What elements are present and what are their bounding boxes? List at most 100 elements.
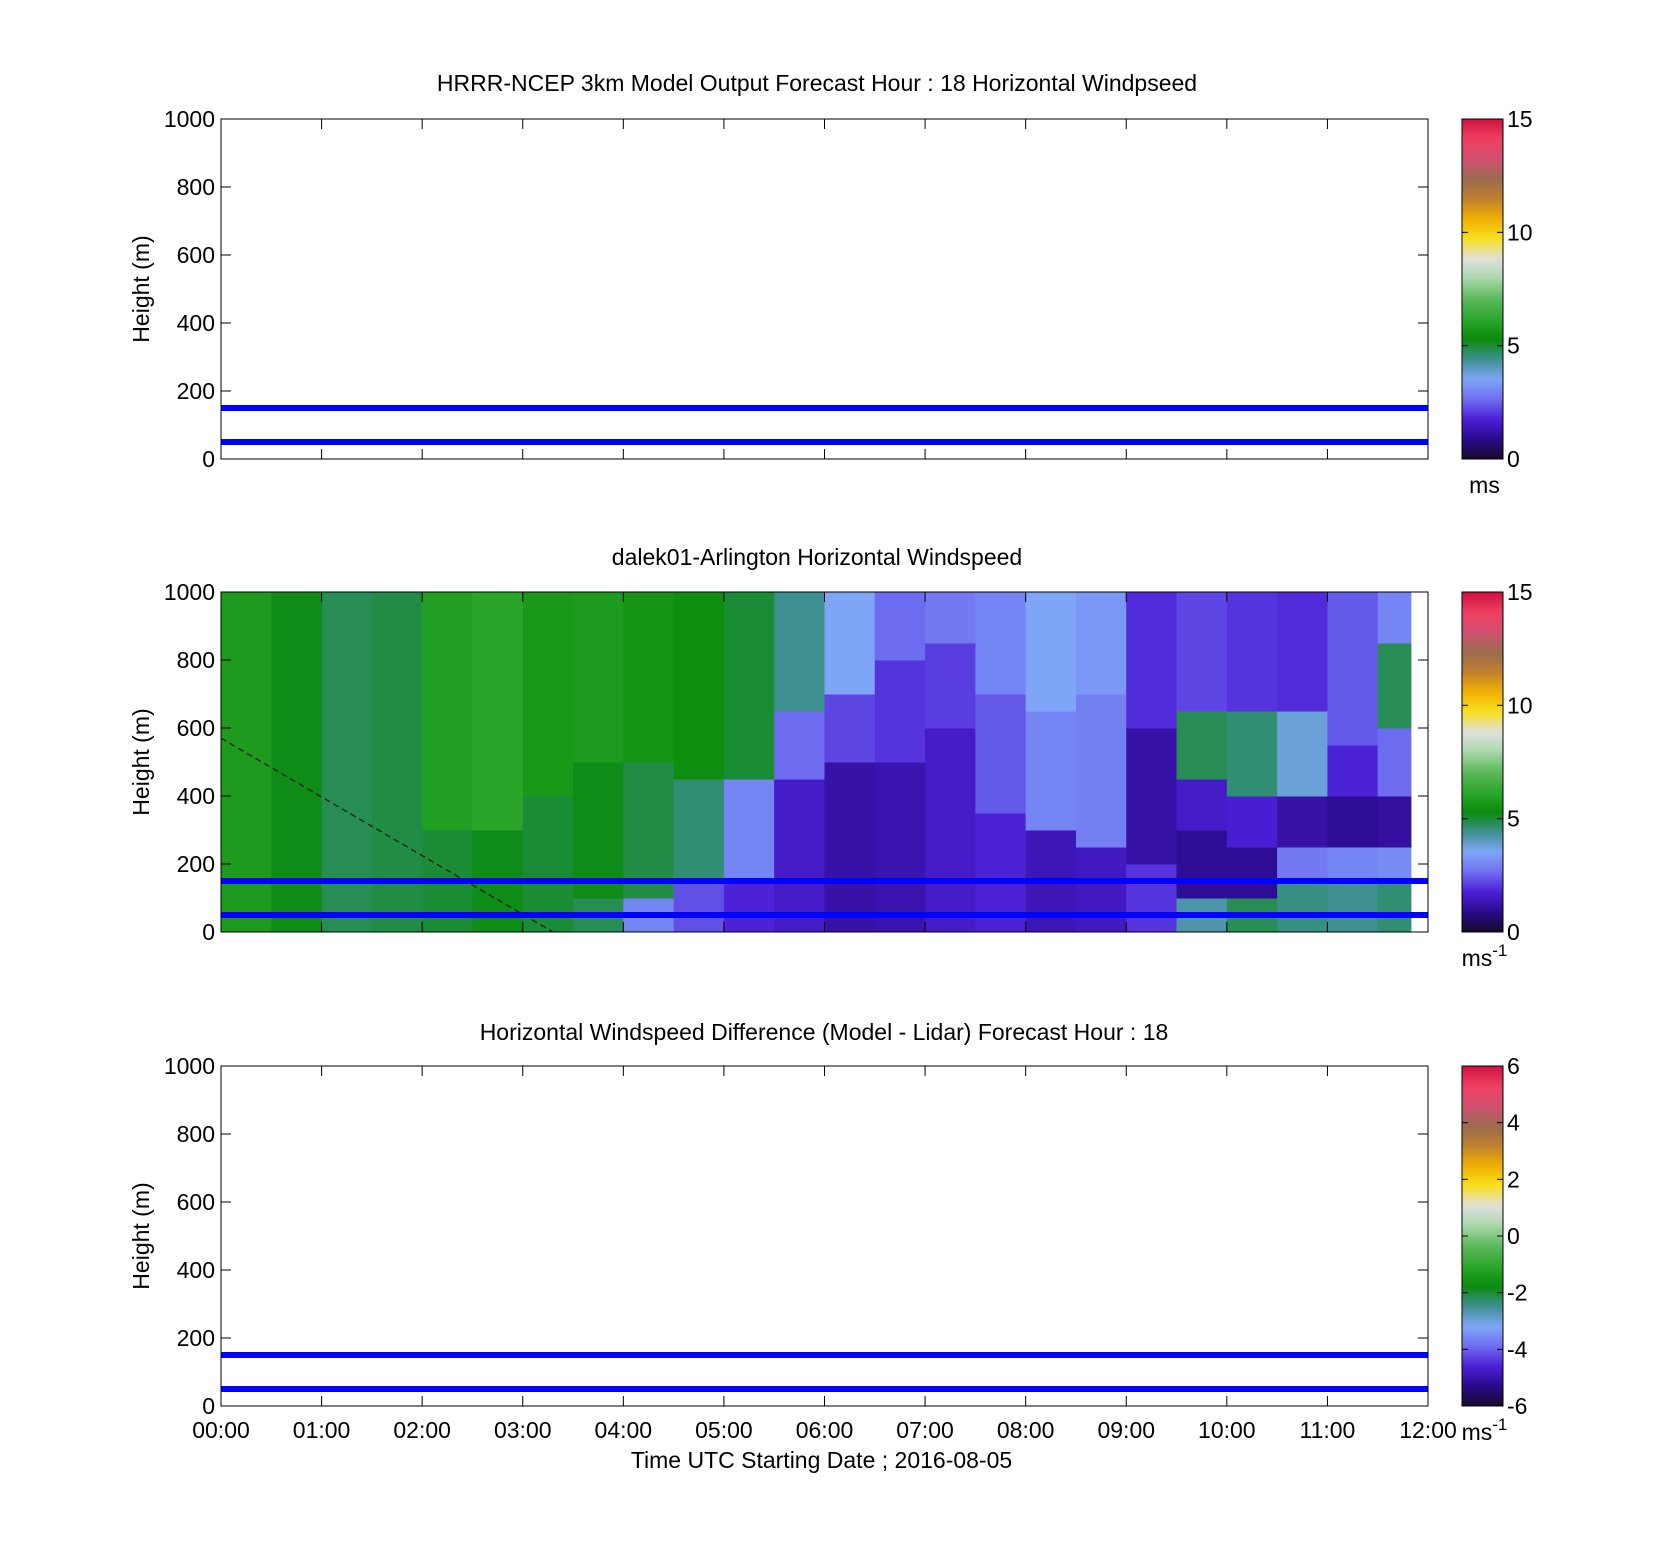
x-tick-label: 00:00 <box>192 1417 250 1443</box>
heat-cell-21-4 <box>1277 592 1328 712</box>
heat-cell-11-2 <box>774 592 825 712</box>
heat-cell-4-1 <box>422 592 473 831</box>
heat-cell-11-0 <box>774 779 825 933</box>
x-tick-label: 06:00 <box>796 1417 854 1443</box>
y-tick-label: 1000 <box>164 1053 215 1079</box>
heat-cell-9-2 <box>673 592 725 780</box>
heat-cell-22-0 <box>1327 881 1379 933</box>
y-tick-label: 600 <box>177 1189 215 1215</box>
heat-cell-10-1 <box>723 779 775 882</box>
heat-cell-23-4 <box>1377 643 1412 729</box>
lidar-colorbar-unit: ms-1 <box>1462 941 1508 971</box>
colorbar-tick-label: -6 <box>1507 1393 1527 1419</box>
lidar-dashed-line <box>220 737 554 933</box>
colorbar-gradient <box>1461 118 1504 460</box>
x-tick-label: 02:00 <box>393 1417 451 1443</box>
heat-cell-19-4 <box>1176 592 1228 712</box>
heat-cell-14-2 <box>925 592 976 644</box>
difference-y-axis-label: Height (m) <box>128 1182 154 1289</box>
colorbar-tick-label: 10 <box>1507 219 1533 245</box>
heat-cell-1-0 <box>271 592 323 933</box>
model-panel: HRRR-NCEP 3km Model Output Forecast Hour… <box>128 70 1533 498</box>
colorbar-tick-label: -4 <box>1507 1336 1528 1362</box>
heat-cell-21-0 <box>1277 881 1328 933</box>
heat-cell-19-1 <box>1176 830 1228 899</box>
heat-cell-15-1 <box>975 694 1027 814</box>
x-tick-label: 09:00 <box>1097 1417 1155 1443</box>
heat-cell-21-1 <box>1277 847 1328 882</box>
lidar-x-ticks <box>220 592 1429 932</box>
heat-cell-23-2 <box>1377 796 1412 848</box>
heat-cell-16-2 <box>1025 592 1077 712</box>
heat-cell-23-3 <box>1377 728 1412 797</box>
heat-cell-8-1 <box>623 762 675 899</box>
colorbar-tick-label: -2 <box>1507 1280 1527 1306</box>
x-tick-label: 10:00 <box>1198 1417 1256 1443</box>
heat-cell-22-3 <box>1327 745 1379 797</box>
y-tick-label: 800 <box>177 1121 215 1147</box>
lidar-panel-title: dalek01-Arlington Horizontal Windspeed <box>612 544 1022 570</box>
heat-cell-15-2 <box>975 592 1027 695</box>
difference-panel-title: Horizontal Windspeed Difference (Model -… <box>480 1019 1169 1045</box>
heat-cell-20-1 <box>1226 847 1278 899</box>
heat-cell-3-0 <box>371 592 423 933</box>
heat-cell-6-1 <box>522 592 574 797</box>
colorbar-tick-label: 10 <box>1507 692 1533 718</box>
y-tick-label: 400 <box>177 1257 215 1283</box>
y-tick-label: 0 <box>202 446 215 472</box>
heat-cell-10-2 <box>723 592 775 780</box>
heat-cell-18-2 <box>1126 592 1178 729</box>
heat-cell-17-1 <box>1075 694 1127 848</box>
heat-cell-12-0 <box>824 762 876 933</box>
lidar-y-axis-label: Height (m) <box>128 708 154 815</box>
colorbar-gradient <box>1461 1065 1504 1407</box>
heat-cell-22-4 <box>1327 592 1379 746</box>
heat-cell-2-0 <box>321 592 373 933</box>
colorbar-tick-label: 15 <box>1507 579 1533 605</box>
model-y-axis-label: Height (m) <box>128 235 154 342</box>
heat-cell-14-0 <box>925 728 976 933</box>
heat-cell-7-2 <box>573 592 624 763</box>
y-tick-label: 200 <box>177 1325 215 1351</box>
heat-cell-11-1 <box>774 711 825 780</box>
x-tick-label: 05:00 <box>695 1417 753 1443</box>
heat-cell-19-3 <box>1176 711 1228 780</box>
y-tick-label: 600 <box>177 242 215 268</box>
heat-cell-23-0 <box>1377 881 1412 933</box>
lidar-heatmap <box>221 592 1412 933</box>
colorbar-tick-label: 5 <box>1507 333 1520 359</box>
y-tick-label: 0 <box>202 919 215 945</box>
model-colorbar-unit: ms <box>1469 472 1500 498</box>
heat-cell-17-2 <box>1075 592 1127 695</box>
x-tick-label: 11:00 <box>1299 1417 1355 1443</box>
lidar-panel: dalek01-Arlington Horizontal Windspeed 0… <box>128 544 1533 971</box>
heat-cell-18-1 <box>1126 728 1178 865</box>
heat-cell-20-2 <box>1226 796 1278 848</box>
model-y-ticks: 0 200 400 600 800 1000 <box>164 106 1428 472</box>
heat-cell-9-0 <box>673 881 725 933</box>
heat-cell-7-1 <box>573 762 624 899</box>
colorbar-gradient <box>1461 591 1504 933</box>
difference-colorbar: -6 -4 -2 0 2 4 6 <box>1461 1053 1528 1419</box>
x-tick-label: 03:00 <box>494 1417 552 1443</box>
difference-colorbar-unit: ms-1 <box>1462 1415 1508 1445</box>
lidar-y-ticks: 0 200 400 600 800 1000 <box>164 579 1428 945</box>
colorbar-tick-label: 0 <box>1507 446 1520 472</box>
heat-cell-13-0 <box>874 762 926 933</box>
heat-cell-16-1 <box>1025 711 1077 831</box>
x-tick-label: 07:00 <box>896 1417 954 1443</box>
colorbar-tick-label: 6 <box>1507 1053 1520 1079</box>
y-tick-label: 600 <box>177 715 215 741</box>
y-tick-label: 1000 <box>164 106 215 132</box>
difference-y-ticks: 0 200 400 600 800 1000 <box>164 1053 1428 1419</box>
x-tick-label: 12:00 <box>1399 1417 1457 1443</box>
colorbar-tick-label: 15 <box>1507 106 1533 132</box>
difference-x-ticks: 00:00 01:00 02:00 03:00 04:00 05:00 06:00 07:00… <box>192 1066 1457 1443</box>
heat-cell-23-1 <box>1377 847 1412 882</box>
y-tick-label: 800 <box>177 647 215 673</box>
model-colorbar: 0 5 10 15 <box>1461 106 1533 472</box>
y-tick-label: 200 <box>177 851 215 877</box>
heat-cell-10-0 <box>723 881 775 933</box>
heat-cell-12-1 <box>824 694 876 763</box>
